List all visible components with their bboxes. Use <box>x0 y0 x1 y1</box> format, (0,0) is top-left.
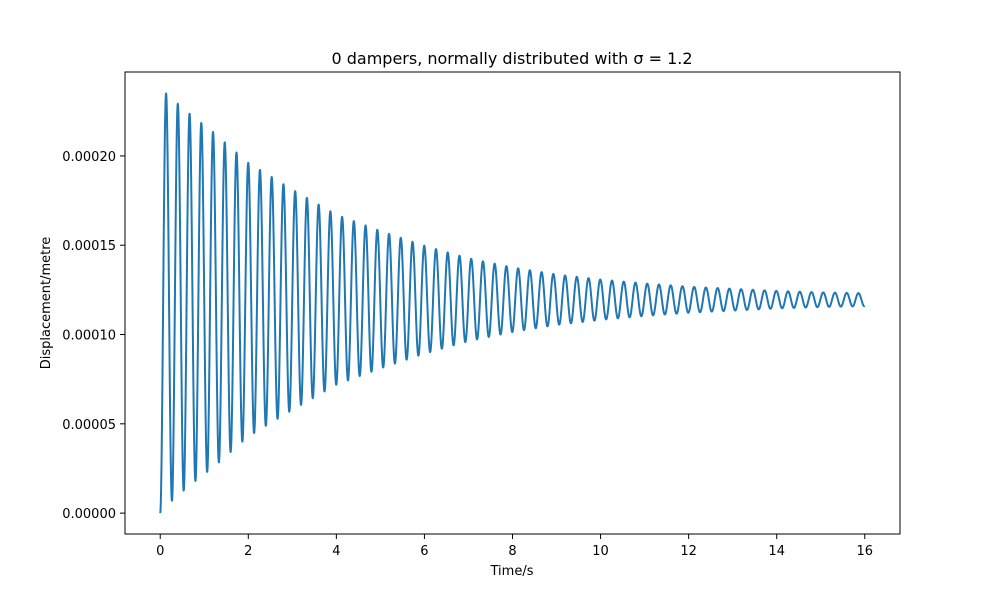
y-tick-label: 0.00005 <box>62 418 116 433</box>
y-axis-label: Displacement/metre <box>39 237 54 370</box>
series-line-0 <box>159 92 866 514</box>
x-tick-label: 8 <box>508 544 516 559</box>
x-axis-label: Time/s <box>490 564 534 579</box>
chart-title: 0 dampers, normally distributed with σ =… <box>331 49 692 68</box>
y-axis: 0.00000 0.00005 0.00010 0.00015 0.00020 <box>62 150 125 522</box>
x-tick-label: 12 <box>680 544 697 559</box>
x-tick-label: 0 <box>156 544 164 559</box>
x-tick-label: 6 <box>420 544 428 559</box>
x-tick-label: 2 <box>244 544 252 559</box>
x-tick-label: 14 <box>768 544 785 559</box>
plot-area <box>159 92 866 514</box>
x-tick-label: 16 <box>856 544 873 559</box>
y-tick-label: 0.00000 <box>62 507 116 522</box>
x-tick-label: 10 <box>592 544 609 559</box>
y-tick-label: 0.00020 <box>62 150 116 165</box>
x-axis: 0 2 4 6 8 10 12 14 16 <box>156 534 873 559</box>
y-tick-label: 0.00010 <box>62 329 116 344</box>
x-tick-label: 4 <box>332 544 340 559</box>
y-tick-label: 0.00015 <box>62 239 116 254</box>
